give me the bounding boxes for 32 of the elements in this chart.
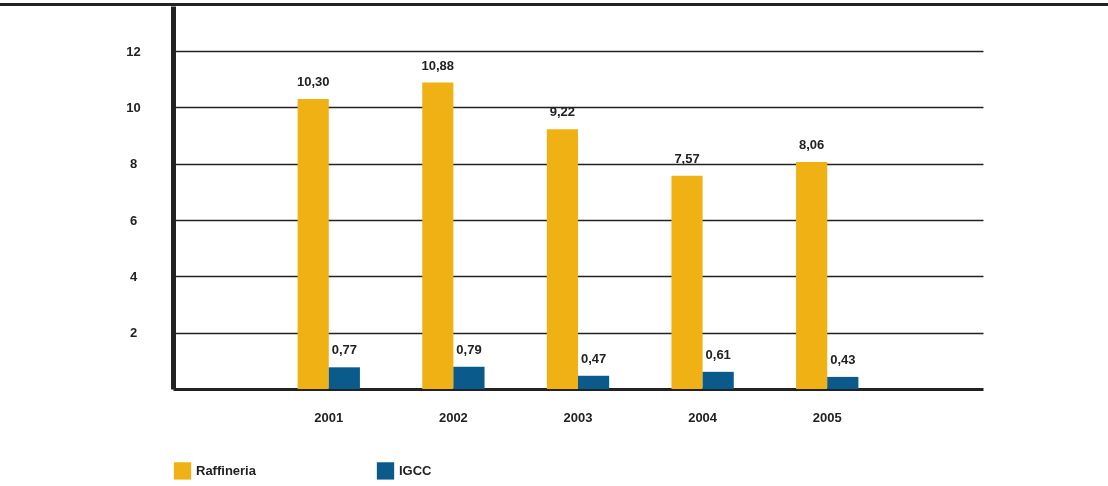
bar [328,367,360,389]
data-label: 7,57 [674,150,700,166]
data-label: 8,06 [799,137,825,153]
y-tick-label: 4 [129,268,138,284]
y-tick-label: 8 [129,156,138,172]
y-tick-label: 12 [126,43,141,59]
y-tick-label: 6 [129,212,138,228]
x-tick-label: 2001 [314,409,344,425]
data-label: 0,47 [580,350,607,366]
bar [827,376,859,389]
data-label: 10,30 [296,73,330,89]
y-tick-label: 2 [129,325,138,341]
bar [702,371,734,389]
x-tick-label: 2004 [688,409,718,425]
data-label: 0,43 [830,351,856,367]
x-tick-label: 2005 [812,409,842,425]
x-tick-label: 2002 [438,409,468,425]
legend-label: IGCC [399,462,433,478]
bar [546,129,578,389]
data-label: 0,61 [705,346,731,362]
bar [796,162,828,389]
legend-label: Raffineria [196,462,257,478]
bar [671,175,703,389]
data-label: 0,77 [331,342,357,358]
x-tick-label: 2003 [563,409,593,425]
bar [453,366,485,389]
bar [297,98,329,389]
data-label: 0,79 [456,341,482,357]
data-label: 10,88 [421,57,455,73]
bar [578,375,610,389]
y-tick-label: 10 [126,99,141,115]
bar [422,82,454,389]
